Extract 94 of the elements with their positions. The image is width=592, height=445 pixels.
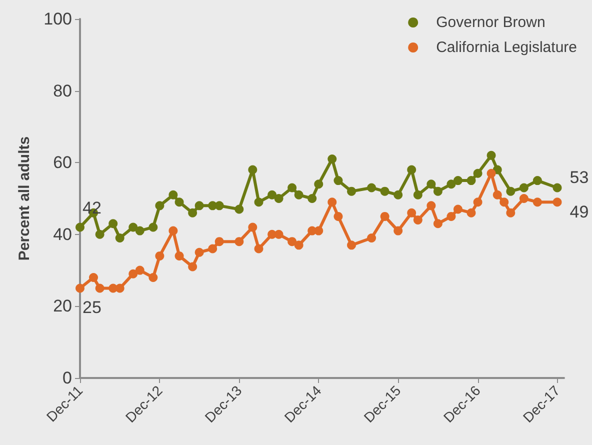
point [288,183,297,192]
point [466,176,476,186]
point [248,222,258,232]
point [413,190,422,200]
y-tick-label: 40 [53,224,72,244]
point [347,240,356,250]
point [234,204,244,214]
point [135,266,144,275]
point [367,233,376,242]
point [519,194,528,203]
point [506,186,516,196]
point [254,244,264,254]
point [135,226,144,236]
point [532,198,542,207]
point [394,190,403,200]
point [194,201,204,210]
point [453,204,462,214]
y-axis-title: Percent all adults [16,136,33,261]
point [76,222,84,232]
point [328,198,337,207]
point [248,165,258,174]
point [115,233,124,242]
point [473,198,482,207]
point [288,237,297,246]
point [394,226,403,236]
point [486,168,496,178]
point [532,176,542,186]
point [314,180,324,189]
point [155,251,164,260]
point [446,212,456,221]
point [453,176,462,186]
point [334,176,343,186]
data-label: 53 [570,168,589,188]
point [76,284,84,293]
point [473,168,482,178]
point [194,248,204,257]
point [519,183,528,192]
point [188,262,198,272]
y-tick-label: 60 [53,153,72,172]
point [208,244,218,254]
point [174,251,184,260]
legend-label: California Legislature [436,39,578,56]
point [426,201,436,210]
point [380,212,390,221]
point [254,198,264,207]
point [168,226,178,236]
point [234,237,244,246]
point [89,272,98,282]
point [380,186,390,196]
point [486,150,496,160]
y-tick-label: 20 [53,296,72,316]
point [174,198,184,207]
point [128,269,138,278]
data-label: 49 [570,202,589,222]
point [155,201,164,210]
point [294,190,304,200]
point [308,194,317,203]
y-tick-label: 100 [44,10,72,28]
point [128,222,138,232]
point [95,284,104,293]
point [334,212,343,221]
point [95,230,104,239]
point [274,230,284,239]
point [328,154,337,164]
point [274,194,284,203]
point [426,180,436,189]
point [347,186,356,196]
point [433,186,442,196]
point [188,208,198,218]
point [506,208,516,218]
point [407,165,416,174]
y-tick-label: 0 [62,368,72,388]
legend-label: Governor Brown [436,14,546,31]
point [500,198,509,207]
point [446,180,456,189]
point [492,190,502,200]
point [148,222,158,232]
point [367,183,376,192]
point [108,219,118,228]
point [294,240,304,250]
point [314,226,324,236]
point [552,183,562,192]
point [407,208,416,218]
point [413,216,422,225]
point [466,208,476,218]
y-tick-label: 80 [53,81,72,100]
point [552,198,562,207]
data-label: 25 [82,298,102,317]
point [214,237,224,246]
data-label: 42 [82,198,102,218]
point [148,272,158,282]
point [433,219,442,228]
point [268,190,277,200]
point [168,190,178,200]
